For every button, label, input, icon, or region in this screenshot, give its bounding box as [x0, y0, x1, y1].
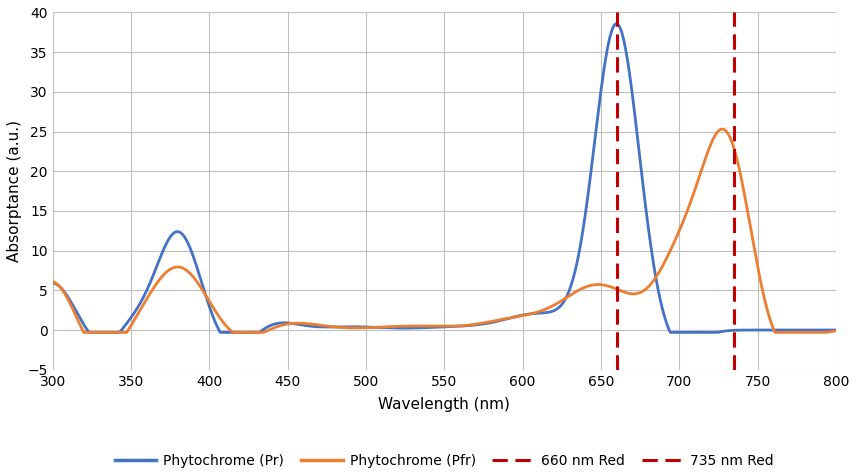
Legend: Phytochrome (Pr), Phytochrome (Pfr), 660 nm Red, 735 nm Red: Phytochrome (Pr), Phytochrome (Pfr), 660… — [110, 448, 779, 473]
X-axis label: Wavelength (nm): Wavelength (nm) — [378, 397, 510, 412]
Y-axis label: Absorptance (a.u.): Absorptance (a.u.) — [7, 120, 22, 262]
